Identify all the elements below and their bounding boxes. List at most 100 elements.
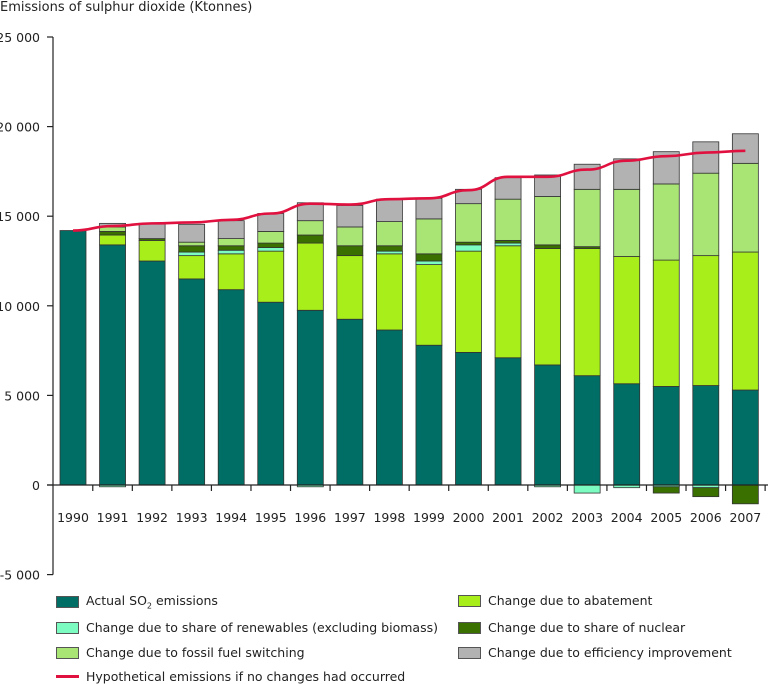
x-tick-label-2003: 2003 <box>571 510 603 525</box>
x-tick-label-2001: 2001 <box>492 510 524 525</box>
bar-segment-actual-1992 <box>138 260 166 486</box>
bar-segment-nuclear-1997 <box>336 245 364 257</box>
bar-segment-actual-1991 <box>99 244 126 486</box>
bar-segment-switching-1996 <box>296 220 324 236</box>
legend-item-efficiency: Change due to efficiency improvement <box>458 645 732 660</box>
bar-segment-efficiency-1994 <box>217 220 245 239</box>
bar-segment-efficiency-2001 <box>494 177 522 200</box>
bar-segment-switching-2003 <box>573 188 601 248</box>
x-tick-label-1994: 1994 <box>215 510 247 525</box>
x-tick-label-2002: 2002 <box>532 510 564 525</box>
legend-label-actual: Actual SO2 emissions <box>86 593 218 611</box>
bar-segment-actual-1994 <box>217 289 245 486</box>
y-tick-label: -5 000 <box>0 568 40 583</box>
bar-segment-efficiency-1992 <box>138 222 166 239</box>
bar-segment-abatement-1991 <box>99 234 126 246</box>
y-tick-label: 25 000 <box>0 30 40 45</box>
chart-title: Emissions of sulphur dioxide (Ktonnes) <box>0 0 253 15</box>
bar-segment-renewables-2003 <box>573 484 601 494</box>
legend-item-hypothetical: Hypothetical emissions if no changes had… <box>56 669 405 684</box>
bar-segment-switching-1995 <box>257 231 285 244</box>
bar-segment-abatement-2002 <box>534 248 561 366</box>
x-tick-label-1995: 1995 <box>255 510 287 525</box>
bar-segment-switching-1994 <box>217 238 245 247</box>
hypothetical-emissions-line <box>72 149 746 232</box>
y-axis: -5 000 0 5 000 10 000 15 000 20 000 25 000 <box>0 30 54 583</box>
bar-segment-switching-2007 <box>731 162 759 253</box>
bar-segment-nuclear-1993 <box>178 245 206 253</box>
bar-segment-nuclear-1995 <box>257 242 285 248</box>
x-tick-label-1993: 1993 <box>176 510 208 525</box>
bar-segment-renewables-1994 <box>217 249 245 255</box>
bar-segment-switching-2000 <box>455 203 482 243</box>
bar-segment-abatement-1992 <box>138 239 166 262</box>
bar-segment-efficiency-2006 <box>692 141 720 174</box>
legend-label-switching: Change due to fossil fuel switching <box>86 645 305 660</box>
bar-segment-nuclear-2002 <box>534 244 561 249</box>
bar-segment-switching-2006 <box>692 172 720 257</box>
bar-segment-nuclear-2000 <box>455 241 482 246</box>
x-tick-label-1990: 1990 <box>57 510 89 525</box>
legend-swatch-renewables <box>56 621 79 634</box>
bar-segment-abatement-1996 <box>296 242 324 311</box>
bar-segment-switching-2005 <box>652 183 680 261</box>
legend-label-nuclear: Change due to share of nuclear <box>488 620 686 635</box>
bar-segment-actual-2005 <box>652 386 680 486</box>
bar-segment-actual-1998 <box>375 329 403 486</box>
bar-segment-actual-2002 <box>534 364 561 486</box>
legend-swatch-abatement <box>458 594 481 607</box>
x-tick-label-2005: 2005 <box>650 510 682 525</box>
y-tick-label: 20 000 <box>0 120 40 135</box>
bar-segment-nuclear-2005 <box>652 486 680 494</box>
bar-segment-efficiency-1993 <box>178 223 206 243</box>
x-axis: 1990 1991 1992 1993 1994 1995 1996 1997 1998 1999… <box>47 484 768 525</box>
legend-item-switching: Change due to fossil fuel switching <box>56 645 305 660</box>
bar-segment-actual-2000 <box>455 351 482 486</box>
bar-segment-abatement-1993 <box>178 255 206 280</box>
bar-segment-abatement-1994 <box>217 253 245 291</box>
x-tick-label-1999: 1999 <box>413 510 445 525</box>
x-tick-label-1992: 1992 <box>136 510 168 525</box>
bar-segment-nuclear-1991 <box>99 231 126 236</box>
y-tick-label: 0 <box>32 478 40 493</box>
bar-segment-switching-1993 <box>178 241 206 247</box>
legend-label-abatement: Change due to abatement <box>488 593 653 608</box>
x-tick-label-2007: 2007 <box>729 510 761 525</box>
bar-segment-abatement-1998 <box>375 253 403 331</box>
bar-segment-nuclear-1998 <box>375 245 403 252</box>
bar-segment-renewables-2001 <box>494 242 522 247</box>
bar-segment-switching-1998 <box>375 221 403 247</box>
bar-segment-abatement-1995 <box>257 250 285 303</box>
bar-segment-renewables-1998 <box>375 250 403 255</box>
y-tick-label: 15 000 <box>0 209 40 224</box>
bar-segment-nuclear-2006 <box>692 487 720 498</box>
x-tick-label-1997: 1997 <box>334 510 366 525</box>
legend-swatch-switching <box>56 646 79 659</box>
bar-segment-abatement-1999 <box>415 264 443 346</box>
bar-segment-switching-2004 <box>613 188 641 257</box>
bar-segment-actual-2007 <box>731 389 759 486</box>
x-tick-label-1996: 1996 <box>294 510 326 525</box>
bar-segment-efficiency-2004 <box>613 158 641 190</box>
legend-item-actual: Actual SO2 emissions <box>56 593 218 611</box>
y-tick-label: 10 000 <box>0 299 40 314</box>
bar-segment-actual-1995 <box>257 301 285 486</box>
bar-segment-efficiency-1997 <box>336 205 364 228</box>
bar-segment-abatement-2004 <box>613 256 641 385</box>
bar-segment-efficiency-2002 <box>534 174 561 197</box>
hypothetical-line <box>72 149 746 232</box>
x-tick-label-2004: 2004 <box>611 510 643 525</box>
bar-segment-nuclear-2007 <box>731 484 759 505</box>
bar-segment-efficiency-2007 <box>731 133 759 164</box>
bar-segment-renewables-1999 <box>415 260 443 265</box>
bar-segment-switching-1997 <box>336 226 364 247</box>
bar-segment-efficiency-1998 <box>375 198 403 222</box>
legend-item-abatement: Change due to abatement <box>458 593 652 608</box>
bar-segment-actual-1993 <box>178 278 206 486</box>
bar-segment-nuclear-1999 <box>415 253 443 262</box>
bar-segment-abatement-2007 <box>731 251 759 391</box>
legend-swatch-nuclear <box>458 621 481 634</box>
legend-swatch-actual <box>56 595 79 608</box>
bar-segment-renewables-1993 <box>178 251 206 257</box>
bar-segment-actual-1996 <box>296 309 324 486</box>
